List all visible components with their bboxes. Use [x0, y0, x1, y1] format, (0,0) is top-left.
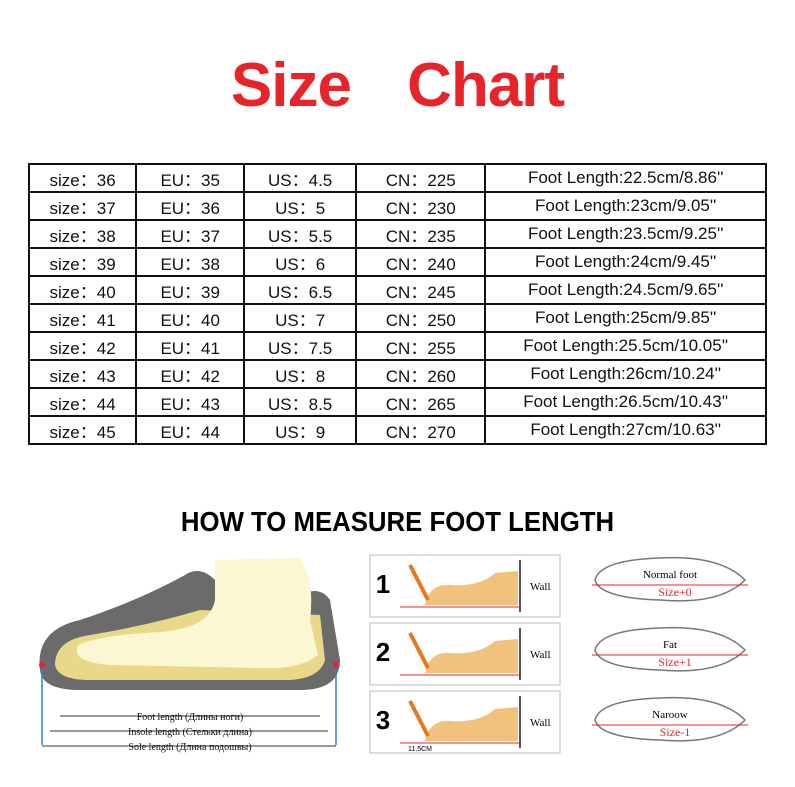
table-cell: size：38 — [27, 219, 138, 249]
shoe-label: Sole length (Длина подошвы) — [128, 742, 251, 753]
foot-type: Normal foot — [643, 569, 697, 581]
foot-outline — [594, 696, 747, 742]
table-row: size：37 EU：36 US：5 CN：230 Foot Length:23cm/9… — [27, 191, 767, 221]
table-cell: CN：270 — [355, 415, 487, 445]
table-cell: EU：44 — [135, 415, 246, 445]
table-row: size：44 EU：43 US：8.5 CN：265 Foot Length:26.5… — [27, 387, 767, 417]
table-cell: CN：260 — [355, 359, 487, 389]
shoe: Foot length (Длины ноги) Insole length (… — [39, 558, 340, 753]
table-cell: CN：245 — [355, 275, 487, 305]
table-cell: Foot Length:25.5cm/10.05'' — [484, 331, 767, 361]
table-cell: Foot Length:22.5cm/8.86'' — [484, 163, 767, 193]
pen — [408, 632, 430, 669]
shoe-label: Foot length (Длины ноги) — [137, 712, 244, 723]
table-cell: EU：36 — [135, 191, 246, 221]
table-cell: size：43 — [27, 359, 138, 389]
table-row: size：40 EU：39 US：6.5 CN：245 Foot Length:24.5… — [27, 275, 767, 305]
table-cell: US：7.5 — [243, 331, 358, 361]
table-cell: size：44 — [27, 387, 138, 417]
table-cell: Foot Length:27cm/10.63'' — [484, 415, 767, 445]
table-cell: EU：35 — [135, 163, 246, 193]
table-cell: EU：41 — [135, 331, 246, 361]
step-number: 2 — [376, 637, 390, 667]
table-cell: Foot Length:26cm/10.24'' — [484, 359, 767, 389]
title: Size Chart — [230, 51, 565, 120]
pen — [408, 564, 430, 601]
table-cell: Foot Length:23.5cm/9.25'' — [484, 219, 767, 249]
table-cell: Foot Length:24cm/9.45'' — [484, 247, 767, 277]
table-row: size：38 EU：37 US：5.5 CN：235 Foot Length:23.5… — [27, 219, 767, 249]
table-cell: EU：38 — [135, 247, 246, 277]
table-cell: CN：255 — [355, 331, 487, 361]
foot-type: Fat — [663, 639, 677, 651]
ruler-label: 11.5CM — [408, 746, 432, 753]
table-cell: US：8.5 — [243, 387, 358, 417]
table-cell: size：42 — [27, 331, 138, 361]
step-number: 1 — [376, 569, 390, 599]
table-cell: EU：39 — [135, 275, 246, 305]
table-cell: US：4.5 — [243, 163, 358, 193]
table-cell: size：39 — [27, 247, 138, 277]
table-cell: EU：40 — [135, 303, 246, 333]
table-cell: Foot Length:23cm/9.05'' — [484, 191, 767, 221]
table-row: size：45 EU：44 US：9 CN：270 Foot Length:27cm/1… — [27, 415, 767, 445]
foot-type: Naroow — [652, 709, 687, 721]
table-cell: CN：230 — [355, 191, 487, 221]
foot-size: Size+1 — [658, 655, 691, 669]
table-cell: US：5.5 — [243, 219, 358, 249]
table-cell: EU：37 — [135, 219, 246, 249]
table-cell: CN：225 — [355, 163, 487, 193]
size-table: size：36 EU：35 US：4.5 CN：225 Foot Length:22.5… — [27, 163, 767, 445]
foot-size: Size+0 — [658, 585, 691, 599]
table-cell: size：36 — [27, 163, 138, 193]
table-cell: size：37 — [27, 191, 138, 221]
table-cell: EU：43 — [135, 387, 246, 417]
steps: 1 Wall 2 Wall 3 Wall 11.5CM — [369, 554, 561, 754]
table-row: size：42 EU：41 US：7.5 CN：255 Foot Length:25.5… — [27, 331, 767, 361]
table-cell: US：5 — [243, 191, 358, 221]
wall-label: Wall — [530, 649, 551, 661]
table-cell: US：6.5 — [243, 275, 358, 305]
table-cell: US：8 — [243, 359, 358, 389]
table-cell: US：6 — [243, 247, 358, 277]
table-row: size：36 EU：35 US：4.5 CN：225 Foot Length:22.5… — [27, 163, 767, 193]
table-cell: EU：42 — [135, 359, 246, 389]
wall-label: Wall — [530, 717, 551, 729]
table-cell: size：40 — [27, 275, 138, 305]
table-cell: CN：235 — [355, 219, 487, 249]
wall-label: Wall — [530, 581, 551, 593]
foot-side — [425, 639, 518, 673]
table-cell: CN：250 — [355, 303, 487, 333]
table-cell: CN：265 — [355, 387, 487, 417]
table-cell: Foot Length:26.5cm/10.43'' — [484, 387, 767, 417]
foot-outline — [594, 626, 747, 672]
table-cell: size：41 — [27, 303, 138, 333]
pen — [408, 700, 430, 737]
feet: Normal foot Size+0 Fat Size+1 Naroow Size-1 — [592, 556, 748, 742]
shoe-label: Insole length (Стельки длина) — [128, 727, 252, 738]
step-number: 3 — [376, 705, 390, 735]
table-row: size：43 EU：42 US：8 CN：260 Foot Length:26cm/1… — [27, 359, 767, 389]
foot-size: Size-1 — [660, 725, 691, 739]
foot-outline — [594, 556, 747, 602]
table-row: size：41 EU：40 US：7 CN：250 Foot Length:25cm/9… — [27, 303, 767, 333]
table-cell: Foot Length:25cm/9.85'' — [484, 303, 767, 333]
measure-title: HOW TO MEASURE FOOT LENGTH — [180, 506, 615, 537]
table-cell: size：45 — [27, 415, 138, 445]
table-cell: CN：240 — [355, 247, 487, 277]
table-cell: Foot Length:24.5cm/9.65'' — [484, 275, 767, 305]
table-cell: US：9 — [243, 415, 358, 445]
illustrations: Foot length (Длины ноги) Insole length (… — [39, 554, 748, 754]
foot-side — [425, 571, 518, 605]
table-row: size：39 EU：38 US：6 CN：240 Foot Length:24cm/9… — [27, 247, 767, 277]
foot-side — [425, 707, 518, 741]
table-cell: US：7 — [243, 303, 358, 333]
